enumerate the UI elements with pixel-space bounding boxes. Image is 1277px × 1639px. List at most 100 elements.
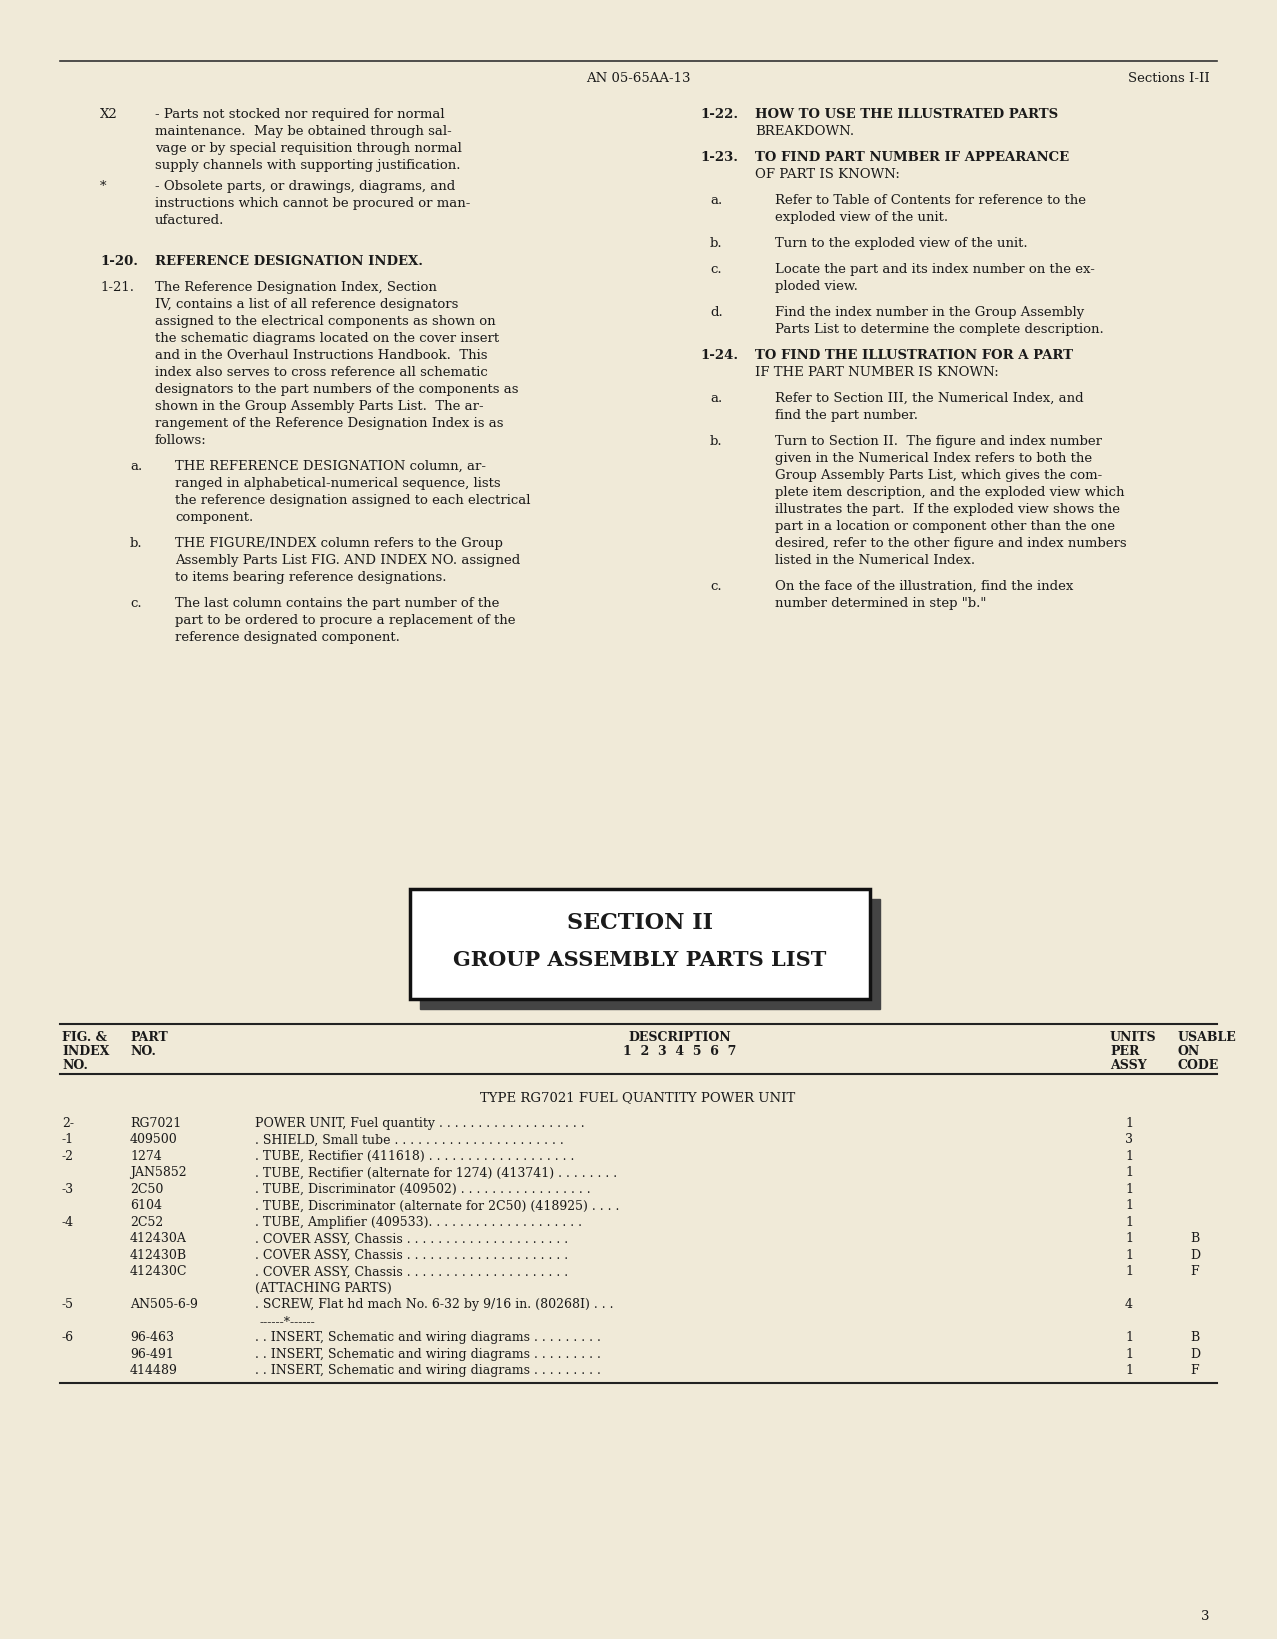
Text: follows:: follows: [155,434,207,447]
Text: 96-491: 96-491 [130,1347,174,1360]
Text: . COVER ASSY, Chassis . . . . . . . . . . . . . . . . . . . . .: . COVER ASSY, Chassis . . . . . . . . . … [255,1233,568,1244]
Text: 1: 1 [1125,1182,1133,1195]
Text: The last column contains the part number of the: The last column contains the part number… [175,597,499,610]
Text: ON: ON [1177,1044,1200,1057]
Text: maintenance.  May be obtained through sal-: maintenance. May be obtained through sal… [155,125,452,138]
Text: ranged in alphabetical-numerical sequence, lists: ranged in alphabetical-numerical sequenc… [175,477,501,490]
Text: D: D [1190,1249,1200,1262]
Text: NO.: NO. [130,1044,156,1057]
Text: b.: b. [130,536,143,549]
Text: the schematic diagrams located on the cover insert: the schematic diagrams located on the co… [155,331,499,344]
Text: INDEX: INDEX [63,1044,110,1057]
Text: -2: -2 [63,1149,74,1162]
Text: listed in the Numerical Index.: listed in the Numerical Index. [775,554,976,567]
Text: NO.: NO. [63,1059,88,1072]
Text: 1-20.: 1-20. [100,254,138,267]
Text: 96-463: 96-463 [130,1331,174,1344]
Text: 412430B: 412430B [130,1249,188,1262]
Text: DESCRIPTION: DESCRIPTION [628,1031,732,1044]
Text: component.: component. [175,511,253,524]
Text: a.: a. [710,193,723,207]
Text: Parts List to determine the complete description.: Parts List to determine the complete des… [775,323,1103,336]
Text: 412430C: 412430C [130,1265,188,1278]
Text: 3: 3 [1202,1609,1211,1623]
Text: Sections I-II: Sections I-II [1129,72,1211,85]
Text: . COVER ASSY, Chassis . . . . . . . . . . . . . . . . . . . . .: . COVER ASSY, Chassis . . . . . . . . . … [255,1265,568,1278]
Text: D: D [1190,1347,1200,1360]
Text: 2-: 2- [63,1116,74,1129]
Text: . SHIELD, Small tube . . . . . . . . . . . . . . . . . . . . . .: . SHIELD, Small tube . . . . . . . . . .… [255,1133,563,1146]
Text: given in the Numerical Index refers to both the: given in the Numerical Index refers to b… [775,452,1092,465]
Text: OF PART IS KNOWN:: OF PART IS KNOWN: [755,167,900,180]
Text: TO FIND THE ILLUSTRATION FOR A PART: TO FIND THE ILLUSTRATION FOR A PART [755,349,1073,362]
Text: USABLE: USABLE [1177,1031,1236,1044]
Text: BREAKDOWN.: BREAKDOWN. [755,125,854,138]
Text: 1: 1 [1125,1233,1133,1244]
Text: X2: X2 [100,108,117,121]
Text: JAN5852: JAN5852 [130,1165,186,1178]
Text: F: F [1190,1364,1199,1377]
Text: TYPE RG7021 FUEL QUANTITY POWER UNIT: TYPE RG7021 FUEL QUANTITY POWER UNIT [480,1090,796,1103]
Text: Turn to the exploded view of the unit.: Turn to the exploded view of the unit. [775,238,1028,249]
Text: 1274: 1274 [130,1149,162,1162]
Text: 1: 1 [1125,1198,1133,1211]
Text: 1-23.: 1-23. [700,151,738,164]
Text: . TUBE, Discriminator (alternate for 2C50) (418925) . . . .: . TUBE, Discriminator (alternate for 2C5… [255,1198,619,1211]
Text: illustrates the part.  If the exploded view shows the: illustrates the part. If the exploded vi… [775,503,1120,516]
Text: 1-24.: 1-24. [700,349,738,362]
Text: REFERENCE DESIGNATION INDEX.: REFERENCE DESIGNATION INDEX. [155,254,423,267]
Text: part in a location or component other than the one: part in a location or component other th… [775,520,1115,533]
Text: CODE: CODE [1177,1059,1220,1072]
Text: b.: b. [710,434,723,447]
Text: . TUBE, Amplifier (409533). . . . . . . . . . . . . . . . . . . .: . TUBE, Amplifier (409533). . . . . . . … [255,1214,582,1228]
Text: the reference designation assigned to each electrical: the reference designation assigned to ea… [175,493,530,506]
Text: THE FIGURE/INDEX column refers to the Group: THE FIGURE/INDEX column refers to the Gr… [175,536,503,549]
Text: 2C50: 2C50 [130,1182,163,1195]
Text: d.: d. [710,306,723,320]
Text: 1: 1 [1125,1149,1133,1162]
Bar [410,890,870,1000]
Text: ploded view.: ploded view. [775,280,858,293]
Text: 409500: 409500 [130,1133,178,1146]
Text: a.: a. [130,459,142,472]
Text: 2C52: 2C52 [130,1214,163,1228]
Text: 6104: 6104 [130,1198,162,1211]
Text: 1: 1 [1125,1165,1133,1178]
Text: find the part number.: find the part number. [775,408,918,421]
Text: IV, contains a list of all reference designators: IV, contains a list of all reference des… [155,298,458,311]
Text: assigned to the electrical components as shown on: assigned to the electrical components as… [155,315,495,328]
Text: . . INSERT, Schematic and wiring diagrams . . . . . . . . .: . . INSERT, Schematic and wiring diagram… [255,1331,601,1344]
Text: and in the Overhaul Instructions Handbook.  This: and in the Overhaul Instructions Handboo… [155,349,488,362]
Text: 1: 1 [1125,1331,1133,1344]
Text: instructions which cannot be procured or man-: instructions which cannot be procured or… [155,197,470,210]
Text: 1: 1 [1125,1364,1133,1377]
Text: . . INSERT, Schematic and wiring diagrams . . . . . . . . .: . . INSERT, Schematic and wiring diagram… [255,1347,601,1360]
Text: 3: 3 [1125,1133,1133,1146]
Text: PART: PART [130,1031,167,1044]
Text: 1: 1 [1125,1214,1133,1228]
Text: Refer to Section III, the Numerical Index, and: Refer to Section III, the Numerical Inde… [775,392,1084,405]
Text: to items bearing reference designations.: to items bearing reference designations. [175,570,447,583]
Text: Find the index number in the Group Assembly: Find the index number in the Group Assem… [775,306,1084,320]
Text: vage or by special requisition through normal: vage or by special requisition through n… [155,143,462,156]
Text: FIG. &: FIG. & [63,1031,107,1044]
Text: ------*------: ------*------ [261,1314,315,1328]
Text: *: * [100,180,106,193]
Text: (ATTACHING PARTS): (ATTACHING PARTS) [255,1282,392,1295]
Text: AN505-6-9: AN505-6-9 [130,1298,198,1311]
Text: TO FIND PART NUMBER IF APPEARANCE: TO FIND PART NUMBER IF APPEARANCE [755,151,1069,164]
Text: number determined in step "b.": number determined in step "b." [775,597,986,610]
Text: . TUBE, Rectifier (411618) . . . . . . . . . . . . . . . . . . .: . TUBE, Rectifier (411618) . . . . . . .… [255,1149,575,1162]
Text: -3: -3 [63,1182,74,1195]
Text: c.: c. [710,262,722,275]
Text: - Parts not stocked nor required for normal: - Parts not stocked nor required for nor… [155,108,444,121]
Text: -1: -1 [63,1133,74,1146]
Text: 1: 1 [1125,1265,1133,1278]
Text: 1: 1 [1125,1347,1133,1360]
Text: THE REFERENCE DESIGNATION column, ar-: THE REFERENCE DESIGNATION column, ar- [175,459,487,472]
Bar [420,900,880,1010]
Text: -4: -4 [63,1214,74,1228]
Text: . TUBE, Discriminator (409502) . . . . . . . . . . . . . . . . .: . TUBE, Discriminator (409502) . . . . .… [255,1182,591,1195]
Text: part to be ordered to procure a replacement of the: part to be ordered to procure a replacem… [175,613,516,626]
Text: index also serves to cross reference all schematic: index also serves to cross reference all… [155,365,488,379]
